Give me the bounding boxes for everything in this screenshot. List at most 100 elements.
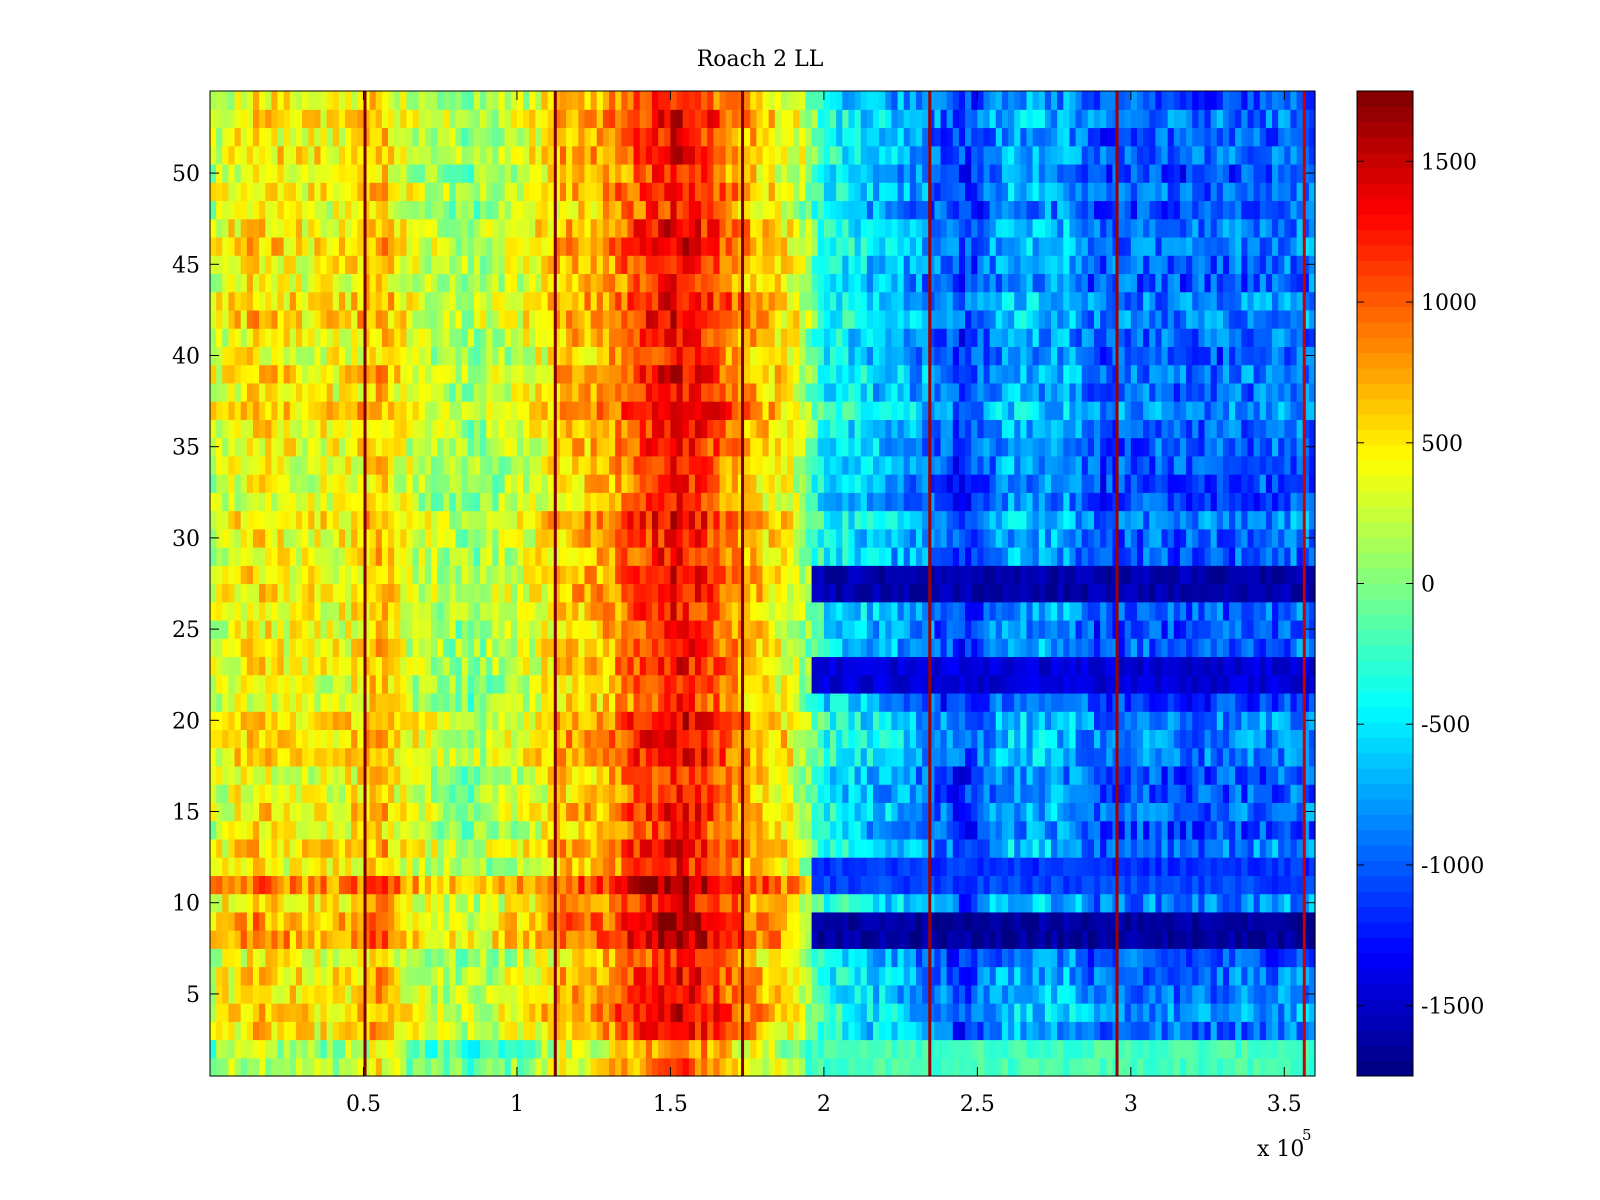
heatmap-cell bbox=[578, 619, 586, 639]
heatmap-cell bbox=[480, 656, 487, 676]
heatmap-cell bbox=[719, 857, 727, 876]
heatmap-cell bbox=[572, 638, 579, 658]
heatmap-cell bbox=[903, 1021, 911, 1041]
heatmap-cell bbox=[627, 802, 635, 822]
heatmap-cell bbox=[1259, 1057, 1267, 1077]
heatmap-cell bbox=[799, 729, 807, 749]
heatmap-cell bbox=[940, 583, 948, 603]
heatmap-cell bbox=[633, 619, 641, 639]
heatmap-cell bbox=[1296, 802, 1304, 822]
heatmap-cell bbox=[320, 948, 328, 968]
heatmap-cell bbox=[664, 619, 672, 639]
heatmap-cell bbox=[295, 747, 303, 767]
heatmap-cell bbox=[449, 930, 457, 949]
heatmap-cell bbox=[596, 802, 604, 822]
heatmap-cell bbox=[799, 765, 807, 785]
heatmap-cell bbox=[652, 1057, 659, 1077]
heatmap-cell bbox=[1136, 765, 1144, 785]
heatmap-cell bbox=[609, 765, 616, 785]
heatmap-cell bbox=[854, 1039, 862, 1059]
heatmap-cell bbox=[621, 692, 629, 712]
heatmap-cell bbox=[541, 948, 549, 968]
heatmap-cell bbox=[780, 765, 788, 785]
heatmap-cell bbox=[1087, 784, 1095, 803]
heatmap-cell bbox=[719, 638, 727, 658]
heatmap-cell bbox=[1235, 930, 1242, 949]
heatmap-cell bbox=[1087, 1057, 1095, 1077]
heatmap-cell bbox=[817, 765, 825, 785]
heatmap-cell bbox=[983, 893, 991, 913]
heatmap-cell bbox=[504, 1021, 512, 1041]
heatmap-cell bbox=[1026, 619, 1034, 639]
heatmap-cell bbox=[308, 656, 315, 676]
heatmap-cell bbox=[455, 966, 463, 986]
heatmap-cell bbox=[529, 565, 536, 585]
heatmap-cell bbox=[492, 711, 500, 731]
heatmap-cell bbox=[1216, 583, 1224, 603]
heatmap-cell bbox=[639, 802, 647, 822]
heatmap-cell bbox=[400, 1003, 408, 1022]
heatmap-cell bbox=[277, 711, 285, 731]
heatmap-cell bbox=[842, 1003, 850, 1022]
heatmap-cell bbox=[879, 893, 886, 913]
heatmap-cell bbox=[559, 930, 567, 949]
heatmap-cell bbox=[467, 930, 475, 949]
heatmap-cell bbox=[602, 601, 610, 621]
heatmap-cell bbox=[989, 966, 997, 986]
heatmap-cell bbox=[553, 619, 561, 639]
heatmap-cell bbox=[909, 747, 917, 767]
heatmap-cell bbox=[492, 820, 500, 840]
heatmap-cell bbox=[406, 1057, 414, 1077]
heatmap-cell bbox=[1143, 784, 1150, 803]
heatmap-cell bbox=[246, 948, 254, 968]
heatmap-cell bbox=[1179, 1021, 1187, 1041]
heatmap-cell bbox=[246, 802, 254, 822]
heatmap-cell bbox=[1265, 601, 1273, 621]
heatmap-cell bbox=[928, 692, 935, 712]
heatmap-cell bbox=[357, 674, 365, 694]
heatmap-cell bbox=[1247, 729, 1255, 749]
heatmap-cell bbox=[1118, 820, 1126, 840]
heatmap-cell bbox=[1210, 729, 1218, 749]
heatmap-cell bbox=[523, 656, 530, 676]
heatmap-cell bbox=[1143, 857, 1150, 876]
heatmap-cell bbox=[768, 565, 776, 585]
heatmap-cell bbox=[596, 747, 604, 767]
heatmap-cell bbox=[879, 875, 886, 895]
heatmap-cell bbox=[682, 930, 690, 949]
heatmap-cell bbox=[830, 802, 837, 822]
heatmap-cell bbox=[1130, 1021, 1138, 1041]
heatmap-cell bbox=[308, 1021, 315, 1041]
heatmap-cell bbox=[1051, 1039, 1058, 1059]
heatmap-cell bbox=[302, 875, 309, 895]
heatmap-cell bbox=[1265, 784, 1273, 803]
heatmap-cell bbox=[615, 1003, 622, 1022]
heatmap-cell bbox=[903, 820, 911, 840]
heatmap-cell bbox=[873, 911, 880, 931]
heatmap-cell bbox=[332, 930, 340, 949]
heatmap-cell bbox=[750, 729, 757, 749]
heatmap-cell bbox=[400, 765, 408, 785]
heatmap-cell bbox=[326, 984, 334, 1004]
heatmap-cell bbox=[375, 893, 383, 913]
heatmap-cell bbox=[480, 966, 487, 986]
heatmap-cell bbox=[940, 747, 948, 767]
heatmap-cell bbox=[682, 729, 690, 749]
heatmap-cell bbox=[1198, 1057, 1206, 1077]
heatmap-cell bbox=[1026, 857, 1034, 876]
heatmap-cell bbox=[357, 729, 365, 749]
heatmap-cell bbox=[1247, 784, 1255, 803]
heatmap-cell bbox=[277, 692, 285, 712]
heatmap-cell bbox=[897, 966, 905, 986]
heatmap-cell bbox=[1308, 966, 1316, 986]
heatmap-cell bbox=[559, 802, 567, 822]
heatmap-cell bbox=[1272, 747, 1279, 767]
heatmap-cell bbox=[1210, 838, 1218, 858]
heatmap-cell bbox=[357, 565, 365, 585]
heatmap-cell bbox=[805, 875, 813, 895]
heatmap-cell bbox=[314, 674, 322, 694]
heatmap-cell bbox=[1192, 930, 1199, 949]
heatmap-cell bbox=[928, 802, 935, 822]
heatmap-cell bbox=[958, 638, 966, 658]
heatmap-cell bbox=[277, 893, 285, 913]
